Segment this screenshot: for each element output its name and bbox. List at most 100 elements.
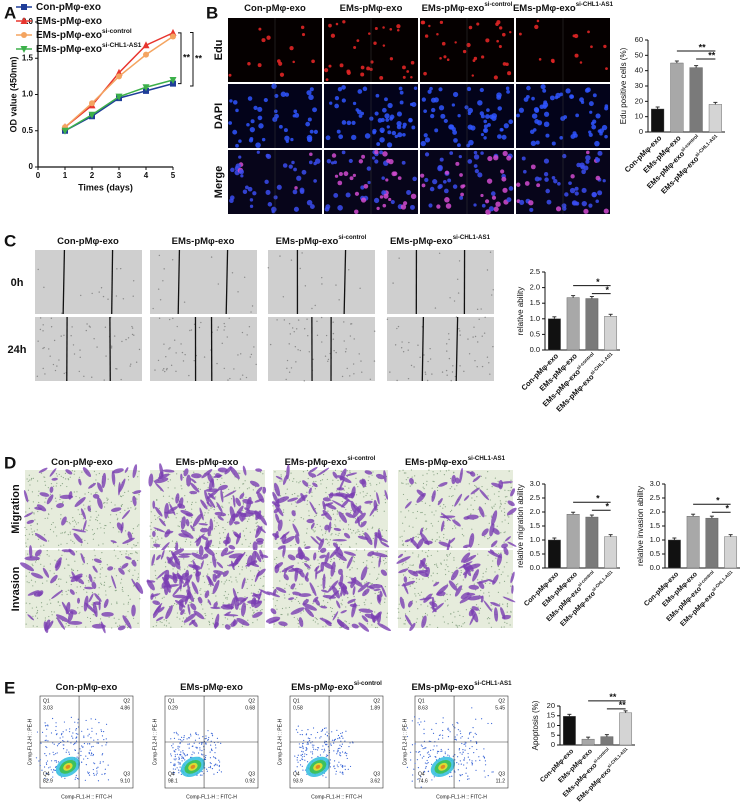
event <box>324 741 325 742</box>
event <box>81 731 82 732</box>
event <box>472 746 473 747</box>
nucleus <box>602 125 607 130</box>
pore <box>510 480 511 481</box>
event <box>454 771 455 772</box>
quadrant-value: 74.6 <box>418 778 428 784</box>
cell-speck <box>105 355 106 356</box>
pore <box>26 576 27 577</box>
pore <box>49 599 50 600</box>
nucleus <box>525 181 530 186</box>
nucleus <box>309 152 313 156</box>
event <box>431 779 432 780</box>
pore <box>122 504 123 505</box>
pore <box>42 583 43 584</box>
pore <box>183 477 184 478</box>
pore <box>398 608 399 609</box>
pore <box>242 626 243 627</box>
pore <box>412 476 413 477</box>
pore <box>191 561 192 562</box>
cell-speck <box>430 358 431 359</box>
pore <box>128 595 129 596</box>
pore <box>56 473 57 474</box>
nucleus <box>485 199 489 203</box>
pore <box>220 538 221 539</box>
pore <box>315 508 316 509</box>
pore <box>283 512 284 513</box>
pore <box>75 496 76 497</box>
pore <box>207 505 208 506</box>
pore <box>438 521 439 522</box>
event <box>106 738 107 739</box>
event <box>170 762 171 763</box>
event <box>325 777 326 778</box>
event <box>64 721 65 722</box>
pore <box>402 544 403 545</box>
event <box>75 779 76 780</box>
event <box>187 744 188 745</box>
nucleus <box>274 109 278 113</box>
event <box>211 748 212 749</box>
nucleus <box>582 188 587 193</box>
pore <box>332 608 333 609</box>
pore <box>137 623 138 624</box>
pore <box>122 589 123 590</box>
event <box>76 775 77 776</box>
cell-speck <box>315 305 316 306</box>
event <box>49 753 50 754</box>
pore <box>437 487 438 488</box>
cell-speck <box>199 327 200 328</box>
pore <box>505 531 506 532</box>
event <box>199 743 200 744</box>
pore <box>276 563 277 564</box>
pore <box>104 502 105 503</box>
cell-speck <box>477 341 478 342</box>
pore <box>363 491 364 492</box>
y-tick-label: 1.5 <box>22 53 34 62</box>
nucleus <box>502 188 507 193</box>
nucleus <box>589 133 593 137</box>
nucleus <box>384 113 389 118</box>
pore <box>402 540 403 541</box>
pore <box>157 517 158 518</box>
cell-speck <box>291 259 292 260</box>
pore <box>337 513 338 514</box>
cell-speck <box>374 360 375 361</box>
event <box>105 744 106 745</box>
event <box>424 721 425 722</box>
pore <box>306 561 307 562</box>
pore <box>247 588 248 589</box>
cell-speck <box>240 378 241 379</box>
pore <box>450 511 451 512</box>
cell-speck <box>224 368 225 369</box>
cell-speck <box>104 379 105 380</box>
pore <box>66 623 67 624</box>
pore <box>125 530 126 531</box>
event <box>330 766 331 767</box>
pore <box>296 506 297 507</box>
pore <box>377 557 378 558</box>
pore <box>128 479 129 480</box>
pore <box>459 615 460 616</box>
pore <box>482 576 483 577</box>
nucleus <box>390 57 393 60</box>
pore <box>44 502 45 503</box>
nucleus <box>250 205 253 208</box>
pore <box>357 529 358 530</box>
cell-speck <box>469 353 470 354</box>
cell-speck <box>446 370 447 371</box>
pore <box>408 567 409 568</box>
pore <box>128 554 129 555</box>
pore <box>311 496 312 497</box>
event <box>454 727 455 728</box>
nucleus <box>474 57 477 60</box>
pore <box>427 555 428 556</box>
event <box>460 752 461 753</box>
transwell-image <box>265 545 391 633</box>
pore <box>254 585 255 586</box>
pore <box>274 624 275 625</box>
event <box>57 745 58 746</box>
pore <box>308 478 309 479</box>
pore <box>487 489 488 490</box>
event <box>317 732 318 733</box>
column-header-base: EMs-pMφ-exo <box>422 3 485 14</box>
